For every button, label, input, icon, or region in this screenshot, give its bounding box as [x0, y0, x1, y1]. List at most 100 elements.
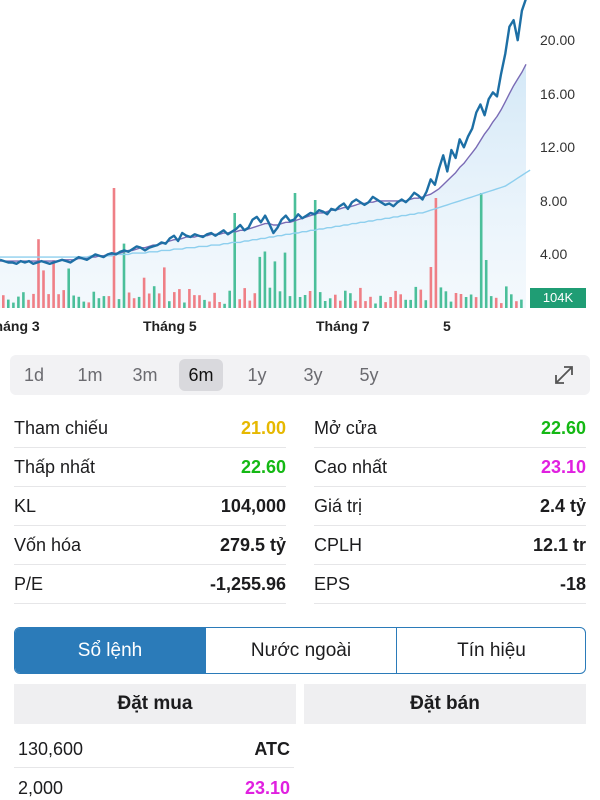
tab-order-book[interactable]: Sổ lệnh — [15, 628, 205, 673]
stat-value: 22.60 — [240, 457, 286, 477]
stat-label: Tham chiếu — [14, 418, 109, 438]
volume-bar — [339, 300, 342, 308]
volume-bar — [12, 302, 15, 308]
volume-bar — [419, 289, 423, 308]
volume-bar — [409, 299, 412, 308]
stat-pe: P/E -1,255.96 — [14, 565, 286, 604]
volume-bar — [2, 295, 5, 308]
volume-bar — [313, 200, 317, 308]
buy-row: 130,600 ATC — [14, 729, 294, 768]
volume-bar — [47, 294, 50, 308]
volume-bar — [82, 301, 86, 308]
volume-bar — [112, 188, 116, 308]
stat-label: Cao nhất — [314, 457, 388, 477]
period-tab-1m[interactable]: 1m — [77, 365, 103, 385]
stat-label: Thấp nhất — [14, 457, 96, 477]
stat-label: P/E — [14, 574, 44, 594]
volume-bar — [243, 288, 246, 308]
expand-icon[interactable] — [552, 363, 576, 387]
volume-bar — [273, 261, 277, 308]
stat-eps: EPS -18 — [314, 565, 586, 604]
volume-bar — [303, 295, 307, 308]
price-chart-canvas[interactable] — [0, 0, 600, 345]
volume-bar — [178, 289, 181, 308]
volume-bar — [484, 260, 488, 308]
volume-bar — [157, 293, 161, 308]
volume-bar — [520, 299, 523, 308]
volume-bar — [323, 301, 327, 308]
volume-bar — [62, 290, 65, 308]
period-tab-1d[interactable]: 1d — [23, 365, 45, 385]
volume-bar — [510, 294, 513, 308]
volume-bar — [52, 260, 55, 308]
volume-bar — [429, 267, 433, 308]
volume-bar — [424, 300, 428, 308]
buy-row: 2,000 23.10 — [14, 768, 294, 800]
volume-badge: 104K — [530, 288, 586, 308]
volume-bar — [97, 298, 101, 308]
volume-bar — [238, 299, 241, 308]
volume-bar — [22, 292, 25, 308]
volume-bar — [349, 293, 352, 308]
buy-quantity: 2,000 — [18, 778, 64, 798]
volume-bar — [67, 268, 70, 308]
volume-bar — [27, 299, 30, 308]
period-tab-6m[interactable]: 6m — [179, 359, 223, 391]
volume-bar — [122, 243, 126, 308]
y-tick-label: 4.00 — [540, 246, 568, 263]
price-line — [0, 0, 527, 265]
segment-divider — [396, 628, 397, 673]
volume-bar — [374, 303, 377, 308]
volume-bar — [399, 294, 402, 308]
volume-bar — [444, 291, 448, 308]
volume-bar — [364, 301, 367, 308]
period-tab-3y[interactable]: 3y — [303, 365, 323, 385]
stat-value: 104,000 — [220, 496, 286, 516]
volume-bar — [258, 256, 262, 308]
volume-bar — [77, 296, 81, 308]
stat-reference: Tham chiếu 21.00 — [14, 409, 286, 448]
volume-bar — [318, 292, 322, 308]
volume-bar — [278, 291, 282, 308]
volume-bar — [208, 301, 211, 308]
buy-header: Đặt mua — [14, 684, 296, 724]
volume-bar — [228, 290, 231, 308]
volume-bar — [369, 296, 372, 308]
volume-bar — [142, 277, 146, 308]
volume-bar — [7, 299, 10, 308]
volume-bar — [17, 296, 20, 308]
volume-bar — [359, 287, 362, 308]
volume-bar — [72, 295, 75, 308]
stat-label: KL — [14, 496, 37, 516]
stat-market-cap: Vốn hóa 279.5 tỷ — [14, 526, 286, 565]
volume-bar — [379, 295, 382, 308]
buy-price: ATC — [254, 739, 290, 759]
volume-bar — [218, 302, 221, 308]
sell-header: Đặt bán — [304, 684, 586, 724]
buy-quantity: 130,600 — [18, 739, 84, 759]
x-tick-label: Tháng 7 — [316, 318, 370, 334]
period-tab-5y[interactable]: 5y — [359, 365, 379, 385]
y-tick-label: 8.00 — [540, 192, 568, 209]
period-tab-3m[interactable]: 3m — [132, 365, 158, 385]
period-tab-1y[interactable]: 1y — [247, 365, 267, 385]
x-tick-label: 5 — [443, 318, 451, 334]
stat-value-traded: Giá trị 2.4 tỷ — [314, 487, 586, 526]
volume-bar — [268, 287, 272, 308]
stat-shares-outstanding: CPLH 12.1 tr — [314, 526, 586, 565]
volume-bar — [147, 293, 151, 308]
volume-bar — [308, 291, 312, 308]
price-area — [0, 64, 526, 308]
buy-price: 23.10 — [244, 778, 290, 798]
price-chart[interactable]: 104K 20.00 16.00 12.00 8.00 4.00 Tháng 3 Tháng… — [0, 0, 600, 345]
volume-bar — [389, 297, 392, 308]
stat-label: CPLH — [314, 535, 363, 555]
volume-bar — [489, 296, 493, 308]
volume-bar — [57, 294, 60, 308]
volume-bar — [500, 303, 503, 308]
tab-signals[interactable]: Tín hiệu — [457, 640, 526, 661]
volume-bar — [354, 300, 357, 308]
volume-bar — [137, 296, 141, 308]
tab-foreign[interactable]: Nước ngoài — [250, 640, 352, 661]
y-tick-label: 12.00 — [540, 139, 576, 156]
